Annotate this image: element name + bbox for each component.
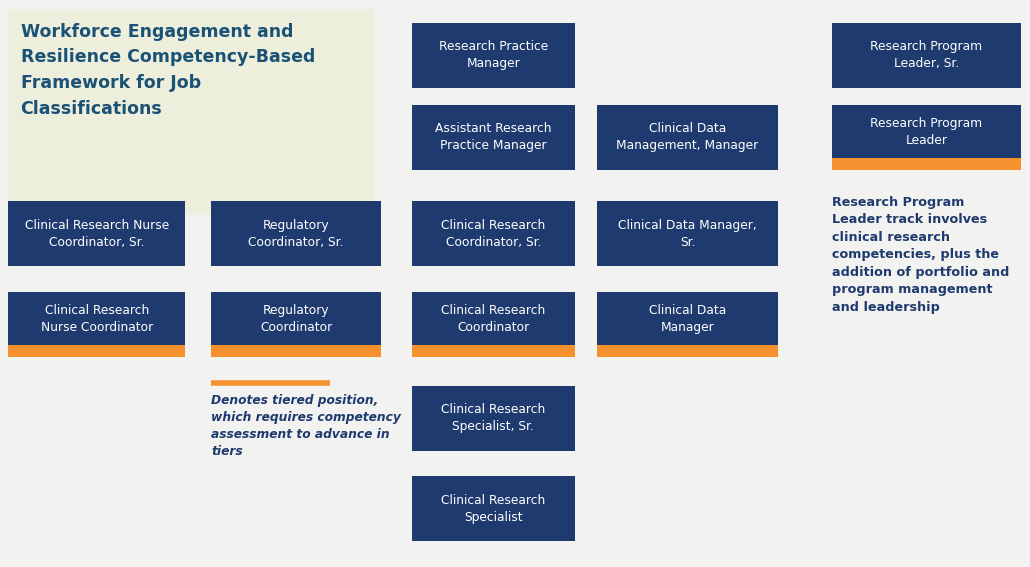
FancyBboxPatch shape: [832, 105, 1021, 170]
FancyBboxPatch shape: [211, 201, 381, 266]
Text: Clinical Research
Coordinator, Sr.: Clinical Research Coordinator, Sr.: [441, 219, 546, 249]
Text: Regulatory
Coordinator, Sr.: Regulatory Coordinator, Sr.: [248, 219, 344, 249]
Text: Clinical Research
Nurse Coordinator: Clinical Research Nurse Coordinator: [41, 304, 152, 334]
Text: Research Practice
Manager: Research Practice Manager: [439, 40, 548, 70]
FancyBboxPatch shape: [597, 105, 778, 170]
Text: Clinical Research Nurse
Coordinator, Sr.: Clinical Research Nurse Coordinator, Sr.: [25, 219, 169, 249]
Text: Regulatory
Coordinator: Regulatory Coordinator: [260, 304, 333, 334]
Text: Assistant Research
Practice Manager: Assistant Research Practice Manager: [435, 122, 552, 153]
FancyBboxPatch shape: [211, 292, 381, 357]
FancyBboxPatch shape: [412, 345, 575, 357]
Text: Research Program
Leader track involves
clinical research
competencies, plus the
: Research Program Leader track involves c…: [832, 196, 1009, 314]
Text: Clinical Research
Specialist: Clinical Research Specialist: [441, 494, 546, 524]
Text: Clinical Data
Manager: Clinical Data Manager: [649, 304, 726, 334]
Text: Clinical Research
Coordinator: Clinical Research Coordinator: [441, 304, 546, 334]
FancyBboxPatch shape: [597, 292, 778, 357]
FancyBboxPatch shape: [211, 345, 381, 357]
FancyBboxPatch shape: [412, 386, 575, 451]
FancyBboxPatch shape: [412, 201, 575, 266]
FancyBboxPatch shape: [597, 201, 778, 266]
FancyBboxPatch shape: [8, 292, 185, 357]
Text: Denotes tiered position,
which requires competency
assessment to advance in
tier: Denotes tiered position, which requires …: [211, 394, 401, 458]
FancyBboxPatch shape: [412, 23, 575, 88]
FancyBboxPatch shape: [597, 345, 778, 357]
Text: Research Program
Leader: Research Program Leader: [870, 117, 983, 147]
FancyBboxPatch shape: [8, 9, 374, 215]
Text: Research Program
Leader, Sr.: Research Program Leader, Sr.: [870, 40, 983, 70]
FancyBboxPatch shape: [8, 345, 185, 357]
FancyBboxPatch shape: [412, 105, 575, 170]
FancyBboxPatch shape: [412, 292, 575, 357]
Text: Workforce Engagement and
Resilience Competency-Based
Framework for Job
Classific: Workforce Engagement and Resilience Comp…: [21, 23, 315, 118]
FancyBboxPatch shape: [832, 158, 1021, 170]
Text: Clinical Data
Management, Manager: Clinical Data Management, Manager: [616, 122, 759, 153]
FancyBboxPatch shape: [832, 23, 1021, 88]
Text: Clinical Research
Specialist, Sr.: Clinical Research Specialist, Sr.: [441, 403, 546, 433]
FancyBboxPatch shape: [412, 476, 575, 541]
Text: Clinical Data Manager,
Sr.: Clinical Data Manager, Sr.: [618, 219, 757, 249]
FancyBboxPatch shape: [8, 201, 185, 266]
